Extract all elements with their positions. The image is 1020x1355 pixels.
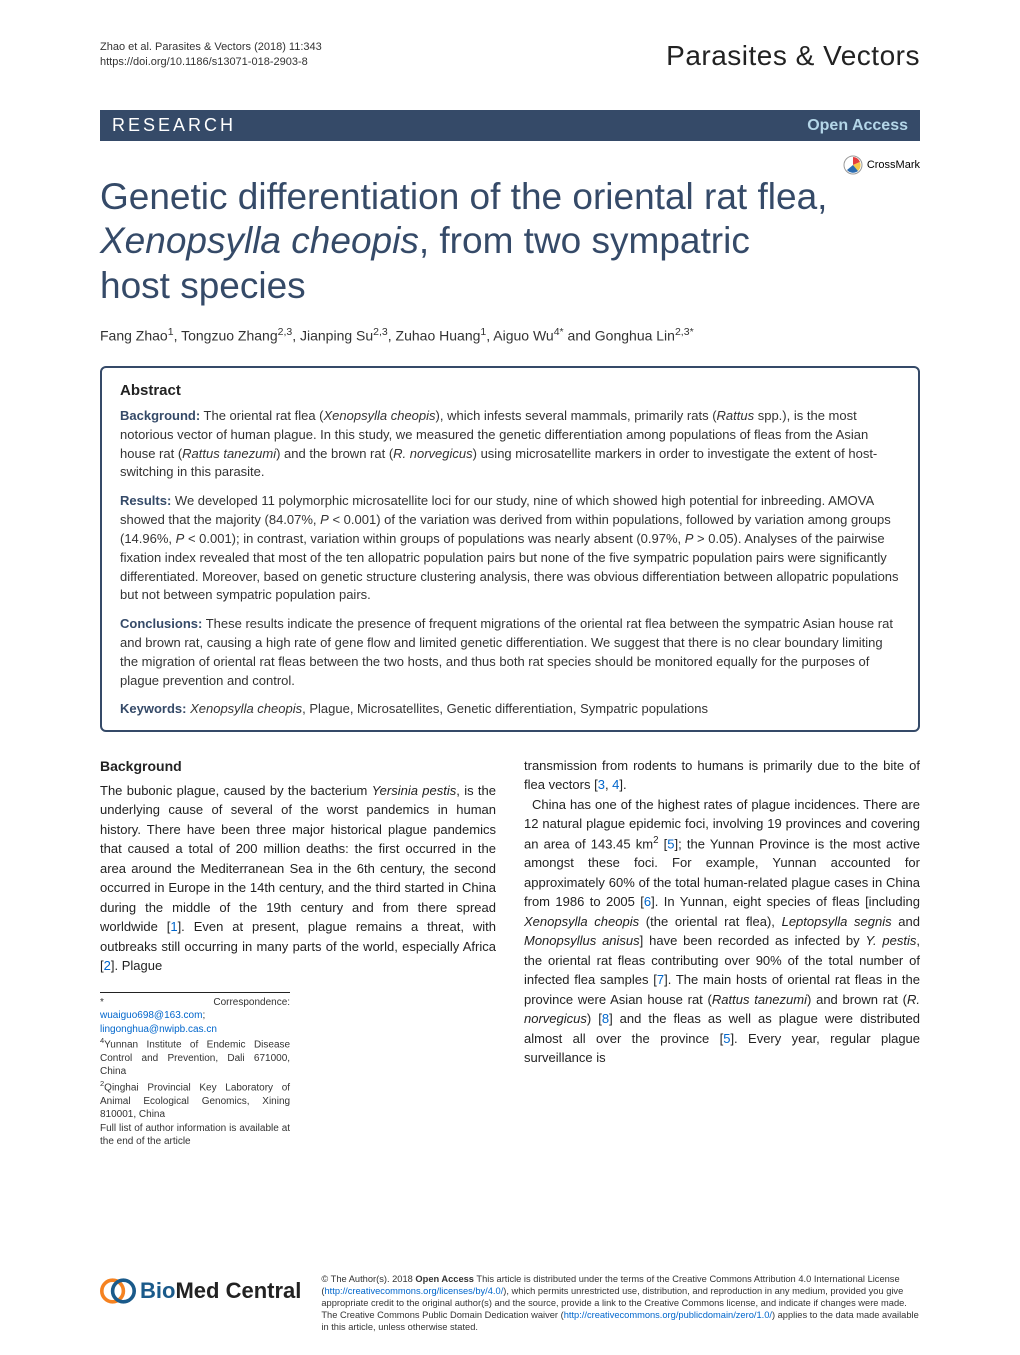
author-list: Fang Zhao1, Tongzuo Zhang2,3, Jianping S…	[100, 326, 920, 344]
doi-line: https://doi.org/10.1186/s13071-018-2903-…	[100, 55, 322, 70]
abstract-results: Results: We developed 11 polymorphic mic…	[120, 492, 900, 605]
bmc-text: BioMed Central	[140, 1278, 301, 1304]
open-access-label: Open Access	[807, 117, 908, 135]
crossmark-label: CrossMark	[867, 159, 920, 171]
body-text-left: The bubonic plague, caused by the bacter…	[100, 781, 496, 976]
research-bar: RESEARCH Open Access	[100, 110, 920, 141]
biomed-central-logo: BioMed Central	[100, 1273, 301, 1309]
page-header: Zhao et al. Parasites & Vectors (2018) 1…	[100, 40, 920, 72]
crossmark-icon	[843, 155, 863, 175]
journal-logo: Parasites & Vectors	[666, 40, 920, 72]
abstract-heading: Abstract	[120, 382, 900, 399]
article-type-label: RESEARCH	[112, 115, 236, 136]
page-footer: BioMed Central © The Author(s). 2018 Ope…	[100, 1273, 920, 1333]
license-text: © The Author(s). 2018 Open Access This a…	[321, 1273, 920, 1333]
citation: Zhao et al. Parasites & Vectors (2018) 1…	[100, 40, 322, 71]
column-right: transmission from rodents to humans is p…	[524, 756, 920, 1149]
abstract-box: Abstract Background: The oriental rat fl…	[100, 366, 920, 732]
correspondence-footnotes: * Correspondence: wuaiguo698@163.com; li…	[100, 992, 290, 1149]
abstract-background: Background: The oriental rat flea (Xenop…	[120, 407, 900, 482]
background-heading: Background	[100, 756, 496, 777]
citation-line: Zhao et al. Parasites & Vectors (2018) 1…	[100, 40, 322, 55]
column-left: Background The bubonic plague, caused by…	[100, 756, 496, 1149]
body-columns: Background The bubonic plague, caused by…	[100, 756, 920, 1149]
article-title: Genetic differentiation of the oriental …	[100, 175, 920, 308]
body-text-right: transmission from rodents to humans is p…	[524, 756, 920, 1068]
bmc-icon	[100, 1273, 136, 1309]
keywords: Keywords: Xenopsylla cheopis, Plague, Mi…	[120, 701, 900, 716]
crossmark-badge[interactable]: CrossMark	[843, 155, 920, 175]
abstract-conclusions: Conclusions: These results indicate the …	[120, 615, 900, 690]
